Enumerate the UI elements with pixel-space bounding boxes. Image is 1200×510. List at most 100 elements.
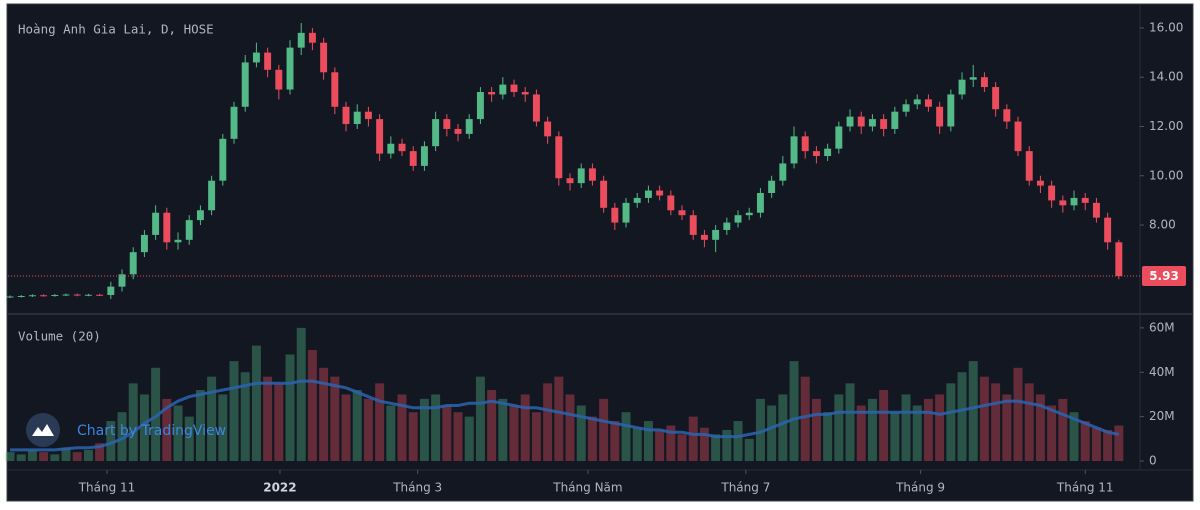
- candle-body: [297, 32, 305, 48]
- volume-bar: [688, 416, 698, 462]
- volume-bar: [139, 394, 149, 462]
- volume-bar: [475, 376, 485, 462]
- volume-bar: [1002, 394, 1012, 462]
- candle-body: [96, 294, 104, 296]
- candle-body: [163, 212, 171, 243]
- volume-bar: [1035, 394, 1045, 462]
- candle-body: [633, 197, 641, 203]
- x-tick-label: Tháng 9: [895, 481, 945, 495]
- candle-body: [700, 234, 708, 240]
- volume-bar: [845, 383, 855, 462]
- candle-body: [678, 210, 686, 216]
- candle-body: [465, 119, 473, 134]
- volume-bar: [912, 405, 922, 462]
- candle-body: [1081, 197, 1089, 203]
- volume-bar: [901, 394, 911, 462]
- volume-bar: [699, 427, 709, 462]
- marks: 8.00 10.00 12.00 14.00 16.00 5.93 Tháng 11 2022…: [5, 20, 1186, 495]
- volume-bar: [352, 390, 362, 462]
- volume-bar: [856, 405, 866, 462]
- x-tick-label: Tháng 3: [392, 481, 442, 495]
- volume-bar: [755, 398, 765, 462]
- volume-bar: [1024, 383, 1034, 462]
- volume-bar: [800, 376, 810, 462]
- volume-bar: [464, 416, 474, 462]
- candle-body: [331, 72, 339, 107]
- candle-body: [308, 32, 316, 43]
- candle-body: [689, 215, 697, 235]
- candle-body: [577, 168, 585, 184]
- volume-bar: [1103, 429, 1113, 462]
- volume-bar: [285, 354, 295, 462]
- volume-bar: [95, 443, 105, 462]
- volume-ma-line: [10, 379, 1120, 452]
- candle-body: [320, 42, 328, 73]
- candle-body: [644, 190, 652, 198]
- candle-body: [376, 119, 384, 154]
- volume-bar: [576, 405, 586, 462]
- x-tick-label: Tháng 11: [1056, 481, 1114, 495]
- y-tick-label: 10.00: [1149, 168, 1183, 182]
- volume-bar: [431, 394, 441, 462]
- candle-body: [230, 106, 238, 139]
- candle-body: [723, 222, 731, 230]
- volume-bar: [184, 416, 194, 462]
- watermark: Chart by TradingView: [26, 413, 226, 447]
- volume-bar: [666, 425, 676, 462]
- volume-bar: [263, 376, 273, 462]
- volume-bar: [16, 454, 26, 462]
- volume-bar: [744, 438, 754, 462]
- candle-body: [252, 52, 260, 63]
- y-tick-label: 60M: [1149, 320, 1175, 334]
- x-tick-label: Tháng Năm: [552, 481, 622, 495]
- candle-body: [868, 119, 876, 127]
- candle-body: [1048, 185, 1056, 201]
- candle-body: [790, 136, 798, 164]
- watermark-text: Chart by TradingView: [77, 423, 226, 439]
- volume-bar: [408, 412, 418, 462]
- candle-body: [420, 146, 428, 166]
- volume-bar: [991, 383, 1001, 462]
- candle-body: [152, 212, 160, 235]
- candle-body: [924, 99, 932, 107]
- candle-body: [1092, 202, 1100, 218]
- volume-bar: [520, 394, 530, 462]
- volume-bar: [543, 383, 553, 462]
- candle-body: [622, 202, 630, 223]
- candle-body: [510, 84, 518, 92]
- y-tick-label: 0: [1149, 454, 1157, 468]
- volume-bar: [834, 394, 844, 462]
- volume-bar: [207, 376, 217, 462]
- volume-bar: [968, 361, 978, 462]
- volume-bar: [229, 361, 239, 462]
- volume-bar: [867, 398, 877, 462]
- candle-body: [1115, 242, 1123, 277]
- candle-body: [454, 128, 462, 134]
- volume-bar: [1047, 405, 1057, 462]
- volume-bar: [106, 421, 116, 462]
- watermark-logo: [26, 413, 60, 447]
- volume-bar: [565, 394, 575, 462]
- candle-body: [275, 69, 283, 90]
- volume-bar: [330, 376, 340, 462]
- candle-body: [432, 119, 440, 147]
- volume-bar: [319, 367, 329, 462]
- volume-bar: [767, 405, 777, 462]
- candle-body: [107, 286, 115, 296]
- candle-body: [980, 77, 988, 88]
- volume-bar: [531, 412, 541, 462]
- candle-body: [611, 207, 619, 223]
- candle-body: [667, 195, 675, 211]
- volume-bar: [1013, 367, 1023, 462]
- volume-bar: [397, 394, 407, 462]
- volume-bar: [498, 398, 508, 462]
- volume-bar: [935, 394, 945, 462]
- y-tick-label: 8.00: [1149, 218, 1176, 232]
- candle-body: [1025, 151, 1033, 181]
- candle-body: [17, 295, 25, 297]
- candle-body: [958, 79, 966, 95]
- volume-bar: [1080, 421, 1090, 462]
- candle-body: [712, 229, 720, 240]
- candle-body: [219, 138, 227, 181]
